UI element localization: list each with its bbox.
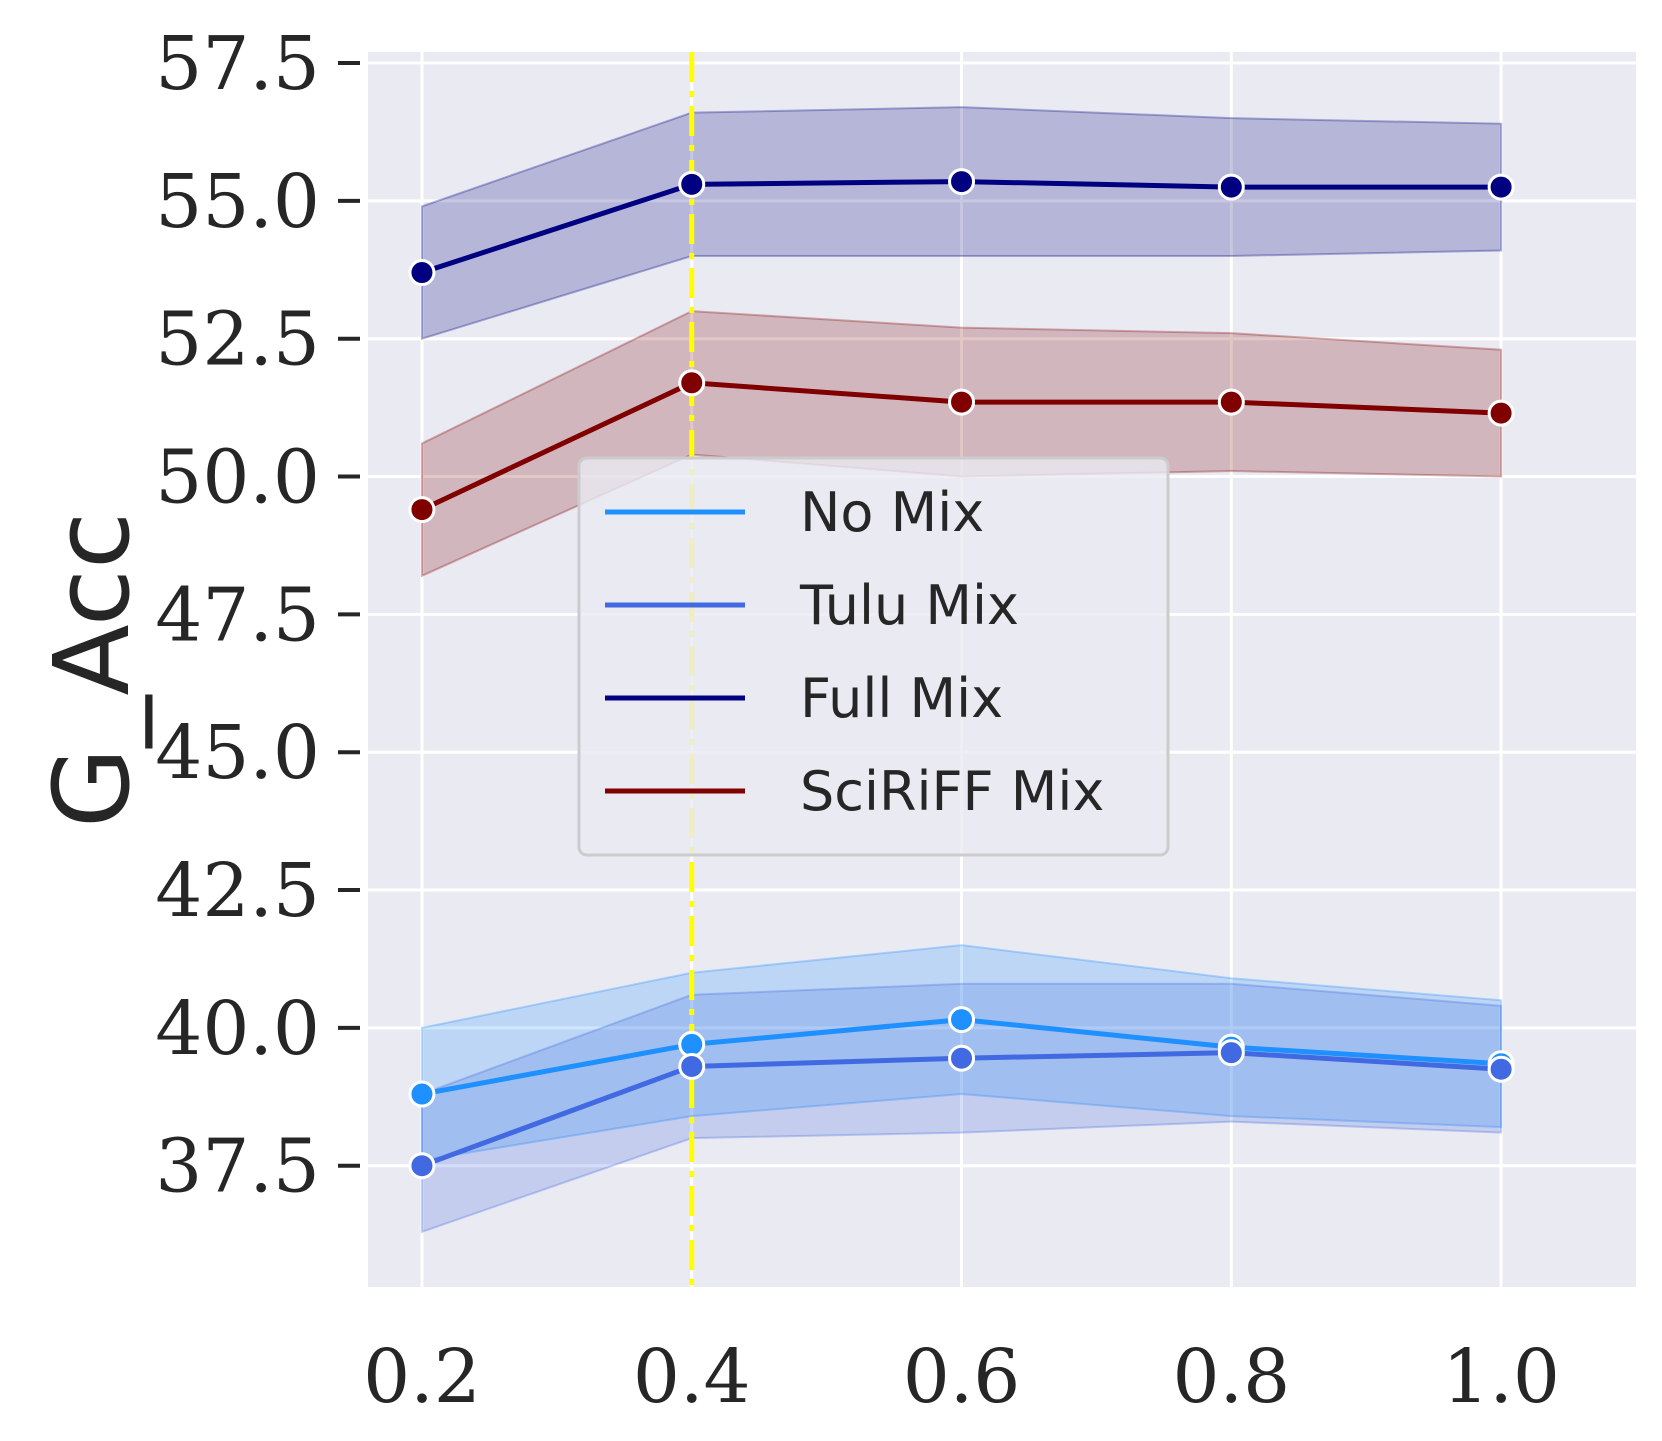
x-tick-label: 0.6 <box>903 1334 1021 1420</box>
legend-label: No Mix <box>800 481 984 544</box>
x-tick-label: 0.2 <box>363 1334 481 1420</box>
tulu-mix-point <box>1487 1055 1515 1083</box>
series-points <box>408 168 1515 1180</box>
legend-label: Full Mix <box>800 667 1003 730</box>
sciriff-mix-point <box>1487 399 1515 427</box>
tulu-mix-point <box>408 1152 436 1180</box>
full-mix-point <box>408 259 436 287</box>
y-tick-label: 52.5 <box>155 297 320 383</box>
no-mix-point <box>678 1030 706 1058</box>
legend-box <box>577 456 1170 857</box>
x-tick-label: 1.0 <box>1442 1334 1560 1420</box>
y-tick-label: 47.5 <box>155 572 320 658</box>
full-mix-point <box>678 170 706 198</box>
no-mix-point <box>408 1080 436 1108</box>
y-tick-label: 50.0 <box>155 435 320 521</box>
legend-label: Tulu Mix <box>799 574 1019 637</box>
y-axis-title: G_Acc <box>31 512 153 828</box>
y-tick-label: 40.0 <box>155 986 320 1072</box>
tulu-mix-point <box>678 1052 706 1080</box>
y-tick-label: 55.0 <box>155 159 320 245</box>
full-mix-point <box>1487 173 1515 201</box>
x-axis: 0.2 0.4 0.6 0.8 1.0 <box>363 1334 1560 1420</box>
x-tick-label: 0.4 <box>633 1334 751 1420</box>
y-tick-label: 45.0 <box>155 710 320 796</box>
y-tick-label: 37.5 <box>155 1124 320 1210</box>
legend: No Mix Tulu Mix Full Mix SciRiFF Mix <box>577 456 1170 857</box>
tulu-mix-point <box>1217 1039 1245 1067</box>
sciriff-mix-point <box>948 388 976 416</box>
tulu-mix-point <box>948 1044 976 1072</box>
sciriff-mix-point <box>408 496 436 524</box>
y-tick-label: 57.5 <box>155 21 320 107</box>
no-mix-point <box>948 1006 976 1034</box>
sciriff-mix-point <box>678 369 706 397</box>
y-tick-label: 42.5 <box>155 848 320 934</box>
full-mix-point <box>948 168 976 196</box>
sciriff-mix-point <box>1217 388 1245 416</box>
legend-label: SciRiFF Mix <box>800 760 1104 823</box>
full-mix-point <box>1217 173 1245 201</box>
y-axis: 37.5 40.0 42.5 45.0 47.5 50.0 52.5 55.0 57.5 <box>155 21 360 1210</box>
x-tick-label: 0.8 <box>1172 1334 1290 1420</box>
